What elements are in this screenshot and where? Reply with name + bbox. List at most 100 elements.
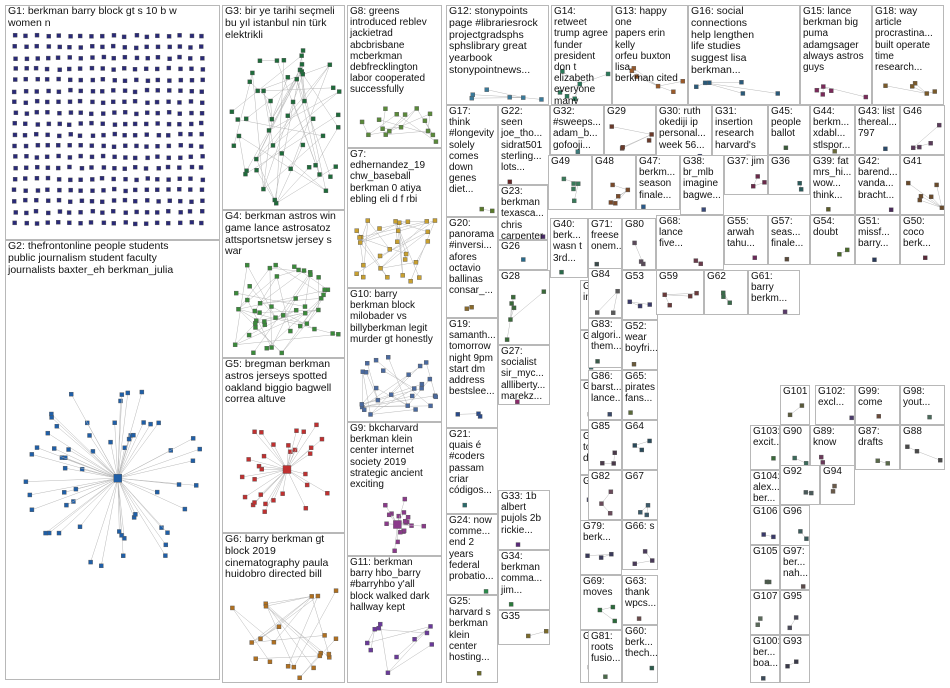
group-98: G98: yout... (900, 385, 945, 425)
vertex (819, 454, 824, 460)
vertex (917, 144, 922, 150)
vertex (263, 604, 269, 609)
vertex (189, 220, 195, 225)
vertex (820, 460, 826, 465)
vertex (246, 332, 252, 338)
vertex (281, 58, 287, 63)
edge (913, 124, 940, 149)
edge (36, 447, 118, 479)
edge (563, 178, 579, 184)
vertex (403, 251, 409, 257)
vertex (303, 311, 308, 316)
vertex (885, 461, 890, 466)
vertex (483, 589, 489, 594)
edge (263, 90, 274, 146)
vertex (642, 549, 648, 554)
vertex (100, 44, 105, 50)
edge (256, 170, 277, 204)
vertex (782, 309, 788, 314)
vertex (239, 474, 245, 480)
vertex (101, 220, 107, 225)
vertex (336, 89, 342, 94)
vertex (13, 154, 18, 159)
vertex (693, 258, 699, 263)
edge (367, 220, 390, 250)
vertex (45, 220, 50, 225)
vertex (939, 205, 944, 210)
edge (385, 130, 429, 135)
vertex (133, 221, 138, 227)
edge (615, 189, 629, 204)
vertex (178, 66, 183, 72)
edge (389, 113, 431, 132)
edge (395, 221, 407, 255)
vertex (504, 337, 510, 342)
group-2-network (23, 389, 202, 569)
group-100-network (761, 676, 766, 681)
group-24: G24: now comme... end 2 years federal pr… (446, 514, 498, 595)
vertex (246, 457, 251, 462)
vertex (177, 100, 182, 105)
vertex (177, 44, 183, 49)
vertex (166, 220, 171, 226)
vertex (762, 180, 767, 185)
edge (275, 264, 324, 296)
vertex (297, 675, 302, 681)
edge (304, 272, 311, 307)
vertex (12, 33, 18, 38)
vertex (333, 588, 339, 593)
vertex (144, 121, 149, 127)
edge (249, 286, 276, 318)
vertex (290, 99, 296, 105)
vertex (132, 99, 138, 104)
vertex (178, 198, 183, 204)
vertex (294, 428, 299, 433)
vertex (122, 78, 128, 84)
edge (506, 319, 511, 340)
group-53-network (627, 299, 652, 309)
vertex (373, 385, 379, 391)
edge (117, 423, 151, 479)
vertex (799, 403, 805, 408)
edge (368, 114, 397, 136)
vertex (888, 207, 894, 212)
vertex (701, 207, 706, 212)
edge (117, 422, 159, 479)
vertex (56, 177, 62, 182)
vertex (167, 198, 172, 203)
group-32-network (575, 149, 581, 154)
vertex (132, 89, 138, 95)
vertex (615, 288, 620, 294)
vertex (259, 467, 264, 472)
vertex (761, 676, 766, 681)
edge (631, 70, 659, 87)
vertex (123, 143, 128, 148)
vertex (67, 164, 72, 170)
edge (587, 553, 612, 557)
vertex (23, 176, 28, 181)
vertex (507, 95, 512, 100)
vertex (112, 110, 117, 115)
vertex (200, 209, 205, 214)
group-83-network (595, 359, 600, 364)
group-99: G99: come (855, 385, 900, 425)
vertex (67, 99, 73, 104)
group-57-network (784, 256, 790, 262)
edge (913, 143, 931, 149)
edge (919, 199, 942, 208)
edge (71, 394, 119, 479)
vertex (409, 393, 415, 399)
vertex (607, 511, 613, 516)
group-49-network (561, 176, 581, 204)
vertex (262, 509, 267, 514)
vertex (125, 390, 131, 396)
group-101: G101 (780, 385, 810, 425)
vertex (145, 100, 150, 105)
group-36: G36 (768, 155, 810, 195)
group-52: G52: wear boyfri... (622, 320, 658, 370)
vertex (321, 292, 326, 298)
vertex (177, 121, 182, 127)
vertex (883, 146, 888, 152)
group-29: G29 (604, 105, 656, 155)
